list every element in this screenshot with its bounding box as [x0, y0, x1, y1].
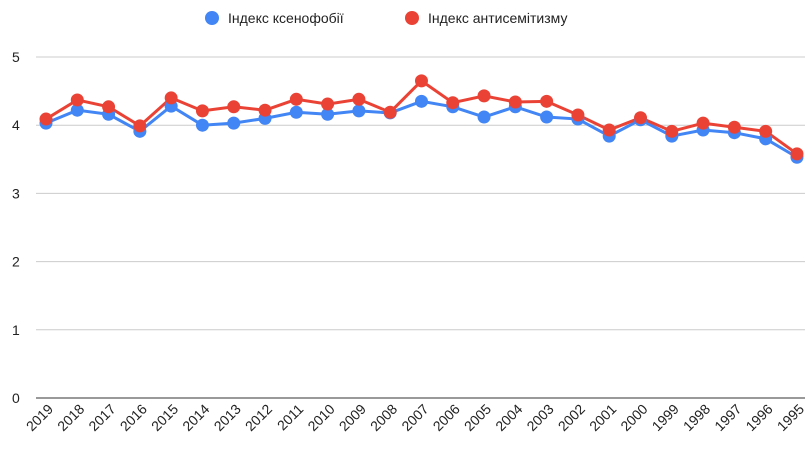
x-tick-label: 2018: [54, 401, 87, 434]
x-tick-label: 1999: [649, 401, 682, 434]
data-point: [227, 116, 241, 130]
x-tick-label: 1996: [742, 401, 775, 434]
y-tick-label: 4: [12, 117, 20, 133]
data-point: [540, 110, 554, 124]
data-point: [39, 112, 53, 126]
data-point: [665, 124, 679, 138]
data-point: [540, 94, 554, 108]
data-point: [696, 116, 710, 130]
data-point: [70, 93, 84, 107]
x-tick-label: 2004: [492, 401, 525, 434]
data-point: [289, 105, 303, 119]
data-point: [321, 107, 335, 121]
x-tick-label: 1998: [680, 401, 713, 434]
data-point: [790, 147, 804, 161]
data-point: [258, 103, 272, 117]
data-point: [383, 105, 397, 119]
legend-marker: [205, 11, 219, 25]
data-point: [414, 74, 428, 88]
y-tick-label: 0: [12, 390, 20, 406]
data-point: [446, 96, 460, 110]
data-point: [477, 89, 491, 103]
data-point: [321, 97, 335, 111]
data-point: [602, 123, 616, 137]
x-tick-label: 2013: [211, 401, 244, 434]
data-point: [102, 100, 116, 114]
y-tick-label: 2: [12, 254, 20, 270]
data-point: [195, 104, 209, 118]
data-point: [195, 118, 209, 132]
data-point: [227, 100, 241, 114]
data-point: [133, 119, 147, 133]
x-tick-label: 2016: [117, 401, 150, 434]
data-point: [70, 103, 84, 117]
data-point: [508, 95, 522, 109]
x-tick-label: 2017: [85, 401, 118, 434]
x-tick-label: 2019: [23, 401, 56, 434]
y-tick-label: 5: [12, 49, 20, 65]
data-point: [164, 91, 178, 105]
legend-label: Індекс антисемітизму: [428, 10, 567, 26]
x-tick-label: 2015: [148, 401, 181, 434]
x-tick-label: 2009: [336, 401, 369, 434]
x-tick-label: 2002: [555, 401, 588, 434]
data-point: [727, 120, 741, 134]
data-point: [759, 124, 773, 138]
y-tick-label: 3: [12, 185, 20, 201]
x-tick-label: 2008: [367, 401, 400, 434]
x-tick-label: 2005: [461, 401, 494, 434]
x-tick-label: 2014: [179, 401, 212, 434]
data-point: [289, 92, 303, 106]
x-tick-label: 1995: [774, 401, 805, 434]
data-point: [352, 104, 366, 118]
x-tick-label: 2006: [430, 401, 463, 434]
y-tick-label: 1: [12, 322, 20, 338]
x-tick-label: 2012: [242, 401, 275, 434]
data-point: [634, 111, 648, 125]
legend-label: Індекс ксенофобії: [228, 10, 344, 26]
x-tick-label: 2010: [304, 401, 337, 434]
data-point: [571, 108, 585, 122]
legend-marker: [405, 11, 419, 25]
x-tick-label: 2001: [586, 401, 619, 434]
x-tick-label: 2007: [398, 401, 431, 434]
data-point: [352, 92, 366, 106]
data-point: [414, 94, 428, 108]
x-tick-label: 2000: [617, 401, 650, 434]
x-tick-label: 2003: [523, 401, 556, 434]
x-tick-label: 2011: [274, 401, 307, 434]
x-tick-label: 1997: [711, 401, 744, 434]
data-point: [477, 110, 491, 124]
